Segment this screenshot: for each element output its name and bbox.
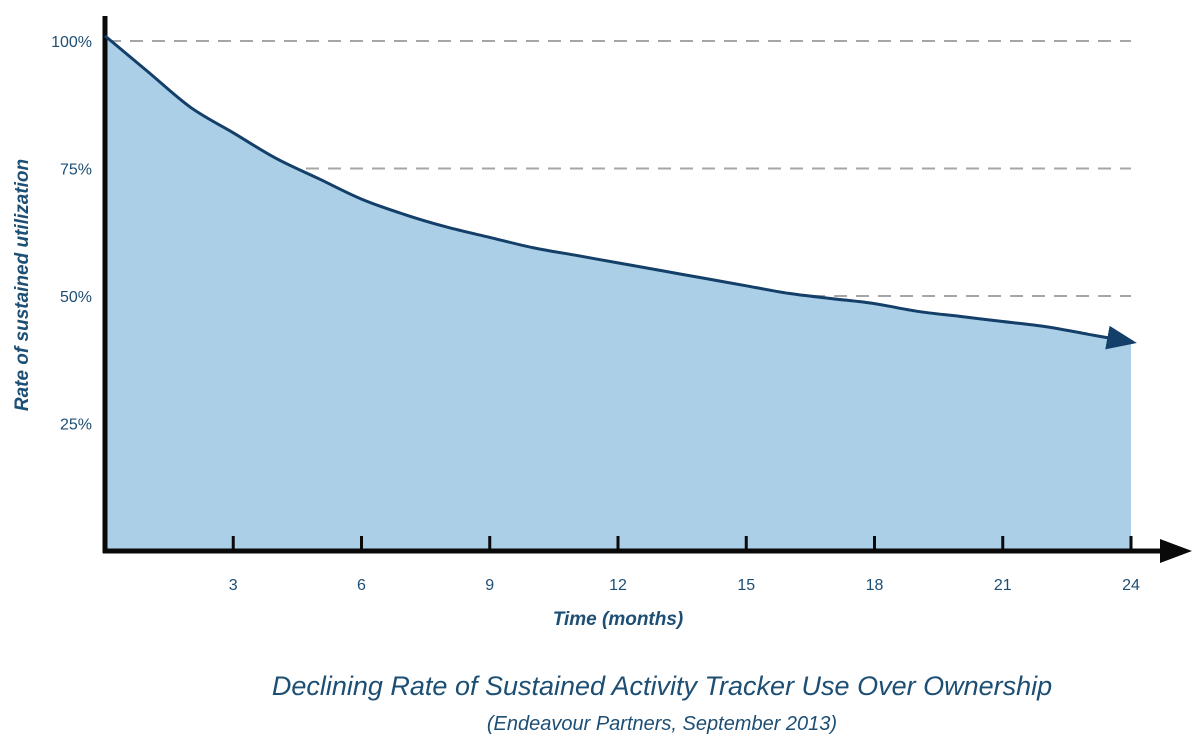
x-axis-title: Time (months)	[553, 609, 684, 630]
x-tick-label: 21	[994, 577, 1012, 594]
y-tick-label: 100%	[51, 34, 92, 51]
y-tick-label: 75%	[60, 162, 92, 179]
x-tick-label: 18	[866, 577, 884, 594]
x-tick-label: 3	[229, 577, 238, 594]
x-axis-arrowhead	[1160, 539, 1192, 563]
x-tick-labels: 3 6 9 12 15 18 21 24	[229, 577, 1140, 594]
x-tick-label: 15	[737, 577, 755, 594]
chart-subtitle: (Endeavour Partners, September 2013)	[486, 713, 838, 735]
y-tick-labels: 25% 50% 75% 100%	[51, 34, 92, 434]
x-tick-label: 6	[357, 577, 366, 594]
y-tick-label: 25%	[60, 417, 92, 434]
utilization-area	[105, 35, 1131, 551]
x-tick-label: 12	[609, 577, 627, 594]
x-tick-label: 24	[1122, 577, 1140, 594]
axes	[102, 16, 1192, 563]
y-tick-label: 50%	[60, 289, 92, 306]
x-tick-label: 9	[485, 577, 494, 594]
utilization-curve	[104, 34, 1137, 350]
chart-title: Declining Rate of Sustained Activity Tra…	[271, 671, 1053, 701]
y-axis-title: Rate of sustained utilization	[12, 159, 33, 411]
